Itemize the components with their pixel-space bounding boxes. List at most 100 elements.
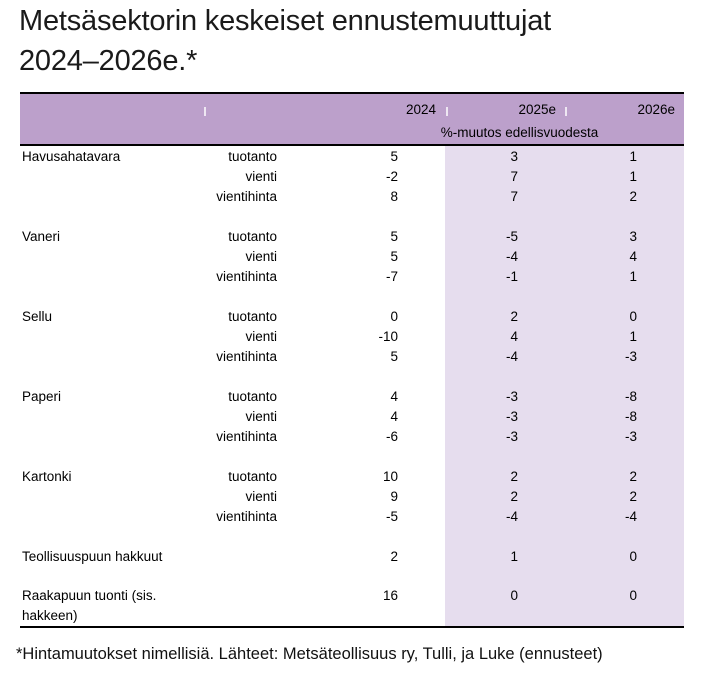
spacer-cell xyxy=(283,286,445,306)
header-cell-separator xyxy=(565,107,567,116)
measure-cell: tuotanto xyxy=(228,308,277,324)
spacer-cell xyxy=(283,206,445,226)
table-row: vientihinta -7 -1 1 xyxy=(20,266,684,286)
value-cell-2026e: -4 xyxy=(565,506,684,526)
product-cell: Sellu xyxy=(22,308,53,324)
value-cell-2024: 5 xyxy=(390,248,398,264)
value-cell-2024: 9 xyxy=(390,488,398,504)
spacer-cell xyxy=(565,206,684,226)
spacer-cell xyxy=(20,366,205,386)
spacer-cell xyxy=(205,446,283,466)
value-cell-2024: 5 xyxy=(390,348,398,364)
table-row: Vaneri tuotanto 5 -5 3 xyxy=(20,226,684,246)
table-row: Teollisuuspuun hakkuut 2 1 0 xyxy=(20,546,684,566)
product-cell: Teollisuuspuun hakkuut xyxy=(22,548,163,564)
value-cell-2026e: 1 xyxy=(565,326,684,346)
spacer-cell xyxy=(205,286,283,306)
spacer-cell xyxy=(445,206,565,226)
spacer-cell xyxy=(445,526,565,546)
spacer-cell xyxy=(20,566,205,586)
value-cell-2026e: 2 xyxy=(565,486,684,506)
measure-cell xyxy=(205,586,283,628)
value-cell-2026e: 1 xyxy=(565,145,684,166)
table-row: vientihinta 8 7 2 xyxy=(20,186,684,206)
value-cell-2025e: -4 xyxy=(445,506,565,526)
value-cell-2024: 10 xyxy=(382,468,398,484)
table-row: Kartonki tuotanto 10 2 2 xyxy=(20,466,684,486)
spacer-cell xyxy=(20,206,205,226)
product-cell xyxy=(20,406,205,426)
spacer-cell xyxy=(565,566,684,586)
measure-cell: vienti xyxy=(245,168,277,184)
value-cell-2024: -10 xyxy=(378,328,398,344)
product-cell xyxy=(20,426,205,446)
product-cell xyxy=(20,486,205,506)
spacer-cell xyxy=(205,206,283,226)
spacer-cell xyxy=(20,526,205,546)
value-cell-2025e: -1 xyxy=(445,266,565,286)
spacer-cell xyxy=(283,526,445,546)
value-cell-2025e: -5 xyxy=(445,226,565,246)
value-cell-2024: 8 xyxy=(390,188,398,204)
measure-cell: vientihinta xyxy=(216,268,277,284)
table-row: vientihinta -6 -3 -3 xyxy=(20,426,684,446)
measure-cell: tuotanto xyxy=(228,388,277,404)
value-cell-2026e: -3 xyxy=(565,426,684,446)
measure-cell: vientihinta xyxy=(216,188,277,204)
value-cell-2026e: 0 xyxy=(565,586,684,628)
table-row: Havusahatavara tuotanto 5 3 1 xyxy=(20,145,684,166)
measure-cell: vientihinta xyxy=(216,428,277,444)
value-cell-2025e: 2 xyxy=(445,466,565,486)
table-row: vienti -2 7 1 xyxy=(20,166,684,186)
value-cell-2024: 0 xyxy=(390,308,398,324)
spacer-cell xyxy=(445,286,565,306)
page-title-line1: Metsäsektorin keskeiset ennustemuuttujat xyxy=(19,5,551,37)
table-row: Paperi tuotanto 4 -3 -8 xyxy=(20,386,684,406)
table-row: vienti 4 -3 -8 xyxy=(20,406,684,426)
spacer-cell xyxy=(565,526,684,546)
value-cell-2026e: 4 xyxy=(565,246,684,266)
value-cell-2024: 4 xyxy=(390,388,398,404)
year-header-row: 2024 2025e 2026e xyxy=(20,93,684,121)
product-cell xyxy=(20,186,205,206)
spacer-cell xyxy=(565,446,684,466)
value-cell-2024: 5 xyxy=(390,148,398,164)
spacer-cell xyxy=(283,446,445,466)
table-row: vienti 9 2 2 xyxy=(20,486,684,506)
table-row: Raakapuun tuonti (sis. hakkeen) 16 0 0 xyxy=(20,586,684,628)
value-cell-2025e: 1 xyxy=(445,546,565,566)
table-row: vientihinta -5 -4 -4 xyxy=(20,506,684,526)
value-cell-2025e: -3 xyxy=(445,426,565,446)
product-cell: Kartonki xyxy=(22,468,72,484)
product-cell: Raakapuun tuonti (sis. hakkeen) xyxy=(20,586,205,628)
product-cell: Paperi xyxy=(22,388,62,404)
value-cell-2025e: -3 xyxy=(445,406,565,426)
spacer-row xyxy=(20,206,684,226)
page-title-line2: 2024–2026e.* xyxy=(19,44,198,77)
header-cell-separator xyxy=(446,107,448,116)
value-cell-2025e: 4 xyxy=(445,326,565,346)
measure-cell: vienti xyxy=(245,408,277,424)
spacer-cell xyxy=(205,566,283,586)
product-cell xyxy=(20,506,205,526)
subheader-row: %-muutos edellisvuodesta xyxy=(20,121,684,146)
measure-cell: tuotanto xyxy=(228,468,277,484)
table-row: vienti 5 -4 4 xyxy=(20,246,684,266)
spacer-cell xyxy=(20,446,205,466)
year-header-2024: 2024 xyxy=(283,93,445,121)
table-row: vienti -10 4 1 xyxy=(20,326,684,346)
value-cell-2024: -5 xyxy=(385,508,398,524)
spacer-cell xyxy=(205,366,283,386)
page-title: Metsäsektorin keskeiset ennustemuuttujat… xyxy=(19,2,691,81)
spacer-cell xyxy=(283,366,445,386)
value-cell-2026e: 1 xyxy=(565,166,684,186)
value-cell-2026e: -3 xyxy=(565,346,684,366)
value-cell-2025e: -3 xyxy=(445,386,565,406)
value-cell-2025e: -4 xyxy=(445,346,565,366)
spacer-row xyxy=(20,366,684,386)
spacer-row xyxy=(20,526,684,546)
measure-cell: vienti xyxy=(245,328,277,344)
value-cell-2024: -7 xyxy=(385,268,398,284)
header-cell-separator xyxy=(204,107,206,116)
product-cell xyxy=(20,346,205,366)
